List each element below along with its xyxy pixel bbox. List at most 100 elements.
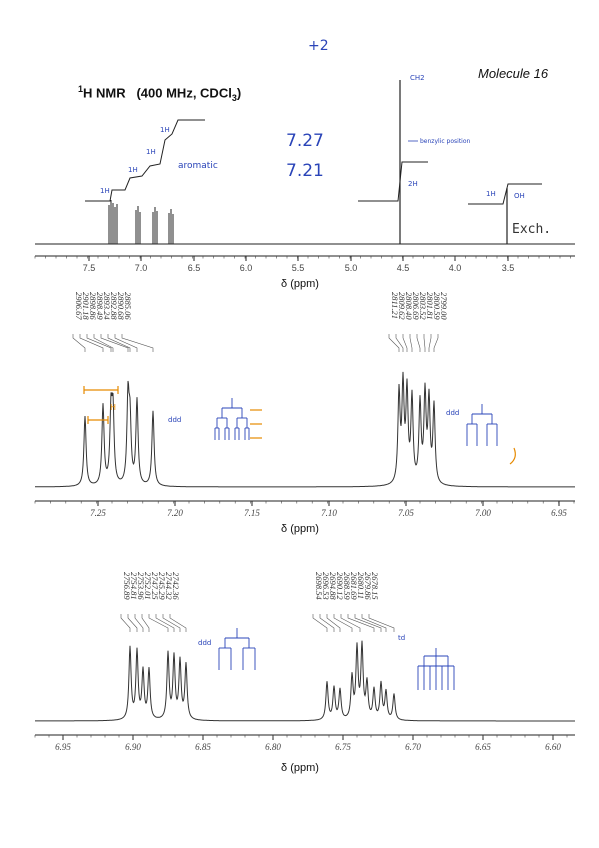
exchange-label: Exch. (512, 222, 551, 237)
conditions-close: ) (236, 85, 242, 101)
peak-leader-line (409, 334, 413, 352)
ddd-note-2: ddd (168, 416, 181, 424)
peak-leader-line (127, 614, 138, 632)
panel-zoom-aromatic-1: 2906.672901.182898.862898.492893.242892.… (34, 292, 575, 535)
peak-leader-line (141, 614, 150, 632)
orange-h-note: H (110, 403, 116, 412)
peak-leader-line (428, 334, 432, 352)
peak-frequency-label: 2752.01 (143, 572, 153, 600)
nucleus-mass: 1 (78, 84, 84, 94)
peak-frequency-label: 2698.54 (314, 572, 324, 600)
integral-label-2: 1H (128, 166, 138, 174)
peak-frequency-label: 2898.49 (95, 292, 105, 320)
axis-label-2: δ (ppm) (281, 523, 319, 535)
peak-frequency-label: 2806.69 (411, 292, 421, 320)
conditions-text: (400 MHz, CDCl (136, 85, 232, 101)
spectrum-trace-3 (35, 640, 575, 722)
peak-frequency-label: 2799.00 (439, 292, 449, 320)
peak-frequency-label: 2885.06 (123, 292, 133, 320)
aromatic-note: aromatic (178, 161, 218, 171)
axis-ticks-3: 6.95 6.90 6.85 6.80 6.75 6.70 6.65 6.60 (34, 735, 568, 752)
peak-leader-line (319, 614, 335, 632)
peak-leader-line (100, 334, 129, 352)
axis-label-1: δ (ppm) (281, 278, 319, 290)
aromatic-peaks (108, 200, 174, 244)
axis-tick-label: 6.85 (195, 742, 211, 752)
peak-frequency-label: 2803.52 (418, 292, 428, 320)
peak-frequency-label: 2754.81 (129, 572, 139, 600)
spectrum-title: 1H NMR (400 MHz, CDCl3) (78, 84, 241, 103)
conditions-subscript: 3 (231, 92, 237, 103)
two-h-note: 2H (408, 180, 418, 188)
splitting-tree-td-3 (417, 648, 455, 690)
peak-leader-line (134, 614, 144, 632)
peak-leader-line (312, 614, 328, 632)
axis-tick-label: 4.0 (449, 263, 462, 273)
peak-leader-line (121, 334, 154, 352)
integral-label-1: 1H (100, 187, 110, 195)
peak-leader-line (395, 334, 404, 352)
peak-frequency-label: 2694.88 (328, 572, 338, 600)
peak-frequency-label: 2744.32 (164, 572, 174, 600)
integral-oh (468, 183, 542, 205)
peak-frequency-label: 2680.11 (356, 572, 366, 599)
peak-frequency-label: 2893.24 (102, 292, 112, 320)
axis-tick-label: 6.70 (405, 742, 421, 752)
peak-frequency-label: 2808.40 (404, 292, 414, 320)
ddd-note-2b: ddd (446, 409, 459, 417)
integral-aromatic (85, 119, 205, 202)
peak-leader-line (120, 614, 131, 632)
nucleus-symbol: H NMR (83, 85, 126, 101)
coupling-marks (83, 386, 516, 465)
peak-leader-line (72, 334, 86, 352)
peak-leader-line (162, 614, 181, 632)
peak-leader-line (423, 334, 426, 352)
peak-leader-line (388, 334, 400, 352)
shift-note-b: 7.21 (286, 161, 324, 181)
peak-leader-line (326, 614, 341, 632)
peak-leader-line (169, 614, 187, 632)
peak-leader-line (148, 614, 169, 632)
molecule-label: Molecule 16 (478, 66, 549, 81)
axis-tick-label: 7.15 (244, 508, 260, 518)
axis-ticks-1: 7.5 7.0 6.5 6.0 5.5 5.0 4.5 4.0 3.5 (34, 256, 571, 273)
axis-tick-label: 6.0 (240, 263, 253, 273)
peak-frequency-label: 2688.59 (342, 572, 352, 600)
ddd-note-3: ddd (198, 639, 211, 647)
axis-tick-label: 6.75 (335, 742, 351, 752)
axis-tick-label: 7.0 (135, 263, 148, 273)
peak-frequency-label: 2809.62 (397, 292, 407, 320)
axis-tick-label: 7.20 (167, 508, 183, 518)
axis-tick-label: 6.60 (545, 742, 561, 752)
spectrum-trace-2 (35, 371, 575, 488)
axis-tick-label: 6.90 (125, 742, 141, 752)
peak-frequency-label: 2811.21 (390, 292, 400, 319)
peak-leader-line (79, 334, 104, 352)
ch2-note: CH2 (410, 74, 425, 82)
peak-frequency-label: 2892.88 (109, 292, 119, 320)
peak-frequency-label: 2679.86 (363, 572, 373, 600)
splitting-tree-ddd (214, 398, 250, 440)
peak-leader-line (433, 334, 439, 352)
peak-frequency-label: 2890.68 (116, 292, 126, 320)
axis-tick-label: 3.5 (502, 263, 515, 273)
peak-frequency-label: 2742.36 (171, 572, 181, 600)
peak-leader-line (416, 334, 421, 352)
shift-note-a: 7.27 (286, 131, 324, 151)
axis-tick-label: 6.95 (55, 742, 71, 752)
axis-tick-label: 6.95 (551, 508, 567, 518)
splitting-tree-right (466, 404, 498, 446)
peak-frequency-label: 2681.69 (349, 572, 359, 600)
axis-tick-label: 6.80 (265, 742, 281, 752)
integral-label-4: 1H (160, 126, 170, 134)
peak-frequency-label: 2690.12 (335, 572, 345, 600)
peak-leader-line (361, 614, 387, 632)
peak-labels-2: 2906.672901.182898.862898.492893.242892.… (72, 292, 449, 352)
peak-frequency-label: 2696.53 (321, 572, 331, 600)
peak-frequency-label: 2678.15 (370, 572, 380, 600)
axis-tick-label: 6.5 (188, 263, 201, 273)
peak-frequency-label: 2800.59 (432, 292, 442, 320)
peak-labels-3: 2756.892754.812753.962752.012747.252745.… (120, 572, 395, 632)
peak-leader-line (368, 614, 395, 632)
peak-frequency-label: 2747.25 (150, 572, 160, 600)
